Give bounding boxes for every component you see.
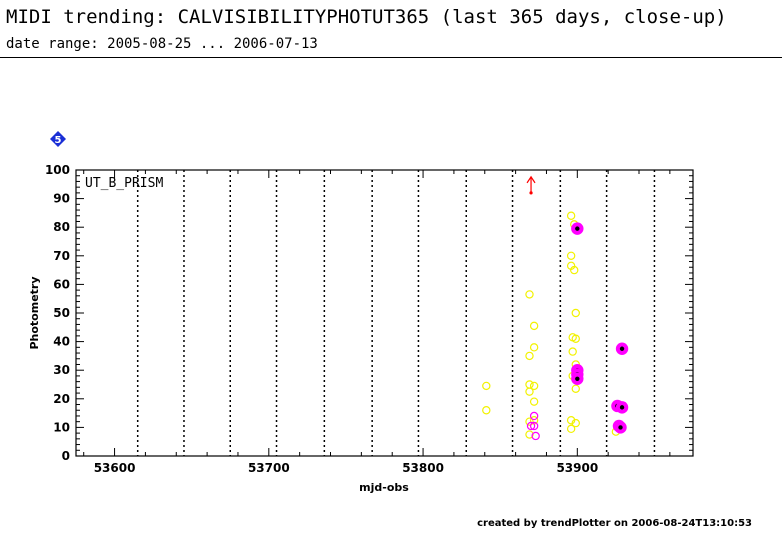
y-axis-label: Photometry <box>28 276 41 349</box>
data-point-yellow <box>482 406 491 415</box>
data-point-magenta-open <box>531 431 540 441</box>
data-point-yellow <box>566 416 576 425</box>
y-tick-label: 50 <box>53 306 70 320</box>
data-point-yellow <box>566 211 576 220</box>
badge-number: 5 <box>55 135 62 146</box>
data-point-yellow <box>529 397 539 406</box>
y-tick-label: 90 <box>53 192 70 206</box>
data-point-yellow <box>571 418 580 428</box>
data-point-center-dot <box>575 226 580 231</box>
data-point-yellow <box>482 381 491 391</box>
data-point-yellow <box>571 334 580 343</box>
data-point-yellow <box>529 343 539 352</box>
badge-diamond-icon <box>50 131 66 147</box>
y-tick-label: 30 <box>53 363 70 377</box>
x-axis-label: mjd-obs <box>359 481 409 494</box>
y-tick-label: 0 <box>62 449 70 463</box>
data-point-center-dot <box>575 376 580 381</box>
data-point-center-dot <box>619 346 625 351</box>
data-points <box>482 175 629 441</box>
data-point-yellow <box>529 381 539 391</box>
data-point-center-dot <box>618 425 623 430</box>
y-tick-label: 40 <box>53 335 70 349</box>
y-tick-label: 70 <box>53 249 70 263</box>
red-up-arrow-icon <box>526 175 536 184</box>
axis-ticks: 0 10 20 30 40 50 60 70 80 90 100 53600 53700 53800 539… <box>45 163 693 475</box>
y-tick-label: 80 <box>53 220 70 234</box>
data-point-yellow <box>566 424 576 434</box>
x-tick-label: 53700 <box>248 461 290 475</box>
data-point-yellow <box>525 380 534 389</box>
data-point-yellow <box>570 265 579 275</box>
data-point-magenta-open <box>529 421 539 431</box>
panel-badge: 5 <box>50 131 66 147</box>
data-point-yellow <box>525 290 534 299</box>
data-point-yellow <box>568 347 577 356</box>
y-tick-label: 10 <box>53 420 70 434</box>
header-divider <box>0 57 782 58</box>
chart-title: MIDI trending: CALVISIBILITYPHOTUT365 (l… <box>6 6 727 28</box>
y-tick-label: 20 <box>53 392 70 406</box>
data-point-yellow <box>525 387 534 396</box>
data-point-magenta-open <box>529 411 539 421</box>
data-point-yellow <box>571 384 580 393</box>
data-point-yellow <box>525 351 534 361</box>
data-point-yellow <box>525 430 534 439</box>
data-point-yellow <box>529 321 539 331</box>
data-point-center-dot <box>619 405 625 410</box>
plot-frame <box>75 169 694 457</box>
x-tick-label: 53900 <box>556 461 598 475</box>
y-tick-label: 60 <box>53 277 70 291</box>
x-tick-label: 53600 <box>94 461 136 475</box>
x-tick-label: 53800 <box>402 461 444 475</box>
vertical-grid <box>136 170 656 456</box>
y-tick-label: 100 <box>45 163 70 177</box>
data-point-yellow <box>525 417 534 426</box>
panel-label: UT_B_PRISM <box>85 176 163 191</box>
footer-credit: created by trendPlotter on 2006-08-24T13… <box>477 518 752 529</box>
data-point-yellow <box>566 251 576 260</box>
data-point-yellow <box>571 308 580 318</box>
date-range-subtitle: date range: 2005-08-25 ... 2006-07-13 <box>6 36 318 52</box>
data-point-magenta-open <box>526 421 536 431</box>
